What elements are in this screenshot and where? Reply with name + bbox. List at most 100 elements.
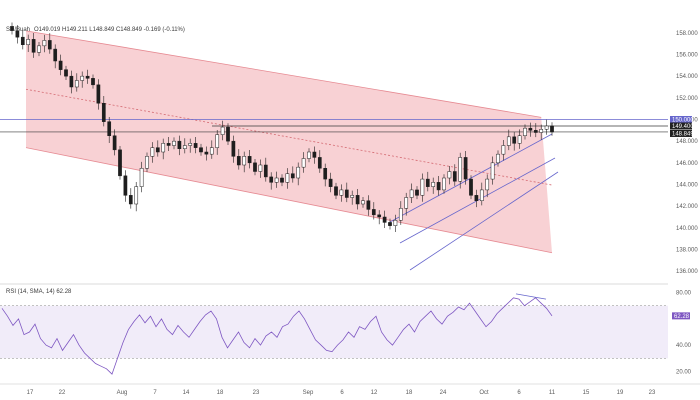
candle	[215, 130, 220, 155]
price-axis: 158.000156.000154.000152.000150.000148.0…	[676, 31, 698, 275]
candle-body	[91, 78, 95, 86]
candle-body	[269, 176, 274, 183]
candle-body	[317, 157, 322, 169]
candle	[20, 29, 25, 50]
candle-body	[188, 143, 193, 146]
time-tick-label: 11	[549, 390, 556, 396]
resistance-tag-label: 150.000	[672, 118, 694, 124]
candle-body	[528, 127, 533, 131]
candle-body	[85, 75, 90, 79]
candle-body	[479, 189, 484, 202]
candle	[58, 54, 63, 76]
candle	[42, 34, 47, 53]
rsi-band	[0, 305, 668, 359]
candle	[447, 165, 452, 185]
candle	[290, 166, 295, 183]
time-tick-label: 18	[217, 390, 224, 396]
candle	[74, 73, 79, 92]
price-tick-label: 146.000	[676, 161, 698, 167]
candle	[253, 159, 257, 176]
candle-body	[339, 189, 344, 196]
price-tick-label: 158.000	[676, 31, 698, 37]
time-tick-label: 24	[440, 390, 447, 396]
candle-body	[231, 140, 236, 157]
price-tick-label: 142.000	[676, 204, 698, 210]
candle-body	[145, 156, 149, 169]
last-price-tag: 148.849	[670, 129, 694, 137]
candle	[188, 138, 193, 153]
candle	[388, 218, 392, 230]
candle-body	[42, 40, 47, 47]
time-tick-label: 15	[583, 390, 590, 396]
candle-body	[155, 147, 160, 153]
price-tick-label: 144.000	[676, 183, 698, 189]
candle	[485, 174, 490, 198]
candle-body	[544, 125, 549, 130]
candle-body	[485, 178, 490, 191]
channel-upper-line	[25, 30, 542, 118]
rsi-divergence-line	[515, 293, 547, 300]
candle-body	[64, 69, 68, 77]
candle-body	[134, 186, 139, 205]
candle-body	[355, 195, 360, 205]
candle	[496, 150, 500, 167]
candle	[312, 146, 317, 164]
candle-body	[226, 126, 230, 142]
candle-body	[101, 103, 106, 122]
candle	[296, 162, 301, 186]
candle	[393, 214, 398, 233]
candle-body	[517, 135, 522, 144]
candle-body	[371, 209, 376, 216]
candle	[339, 184, 344, 202]
candle	[139, 161, 144, 193]
high-tag: 149.400	[670, 122, 694, 130]
candle-body	[452, 171, 457, 182]
candle	[463, 151, 468, 185]
candle	[436, 175, 441, 196]
candle	[15, 25, 20, 44]
candle-body	[220, 126, 225, 135]
candle-body	[107, 121, 112, 136]
time-tick-label: 6	[517, 390, 521, 396]
candle-body	[290, 173, 295, 179]
candle-body	[112, 135, 117, 151]
time-tick-label: 18	[406, 390, 413, 396]
candle	[161, 138, 166, 160]
candle-body	[58, 60, 63, 70]
candle	[469, 175, 473, 200]
candle	[420, 173, 425, 202]
candle-body	[80, 75, 85, 81]
candle	[177, 135, 182, 156]
candle-body	[182, 145, 187, 149]
candle-body	[263, 164, 268, 178]
resistance-tag: 150.000	[670, 116, 694, 124]
candle	[220, 120, 225, 141]
time-tick-label: Oct	[479, 390, 489, 396]
candle-body	[425, 178, 430, 187]
candle-body	[512, 136, 517, 144]
candle	[123, 170, 128, 202]
ohlc-readout: O149.019 H149.211 L148.849 C148.849 -0.1…	[34, 27, 185, 33]
candle-body	[209, 147, 214, 155]
candle-body	[469, 178, 473, 196]
candle-body	[15, 30, 20, 38]
candle	[301, 152, 306, 173]
price-tick-label: 154.000	[676, 74, 698, 80]
candle	[501, 139, 506, 161]
candle-body	[258, 164, 263, 172]
candle	[539, 124, 544, 140]
time-tick-label: 19	[617, 390, 624, 396]
candle	[361, 196, 365, 208]
candle	[366, 195, 371, 216]
candle	[490, 156, 495, 185]
ascending-channel-lower-line	[409, 171, 559, 271]
time-tick-label: Aug	[117, 390, 128, 396]
candle	[118, 146, 122, 180]
candle	[85, 69, 90, 84]
high-tag-label: 149.400	[672, 124, 694, 130]
candle-body	[53, 48, 58, 62]
candle	[242, 151, 247, 173]
candle-body	[193, 143, 198, 148]
candle	[479, 182, 484, 206]
